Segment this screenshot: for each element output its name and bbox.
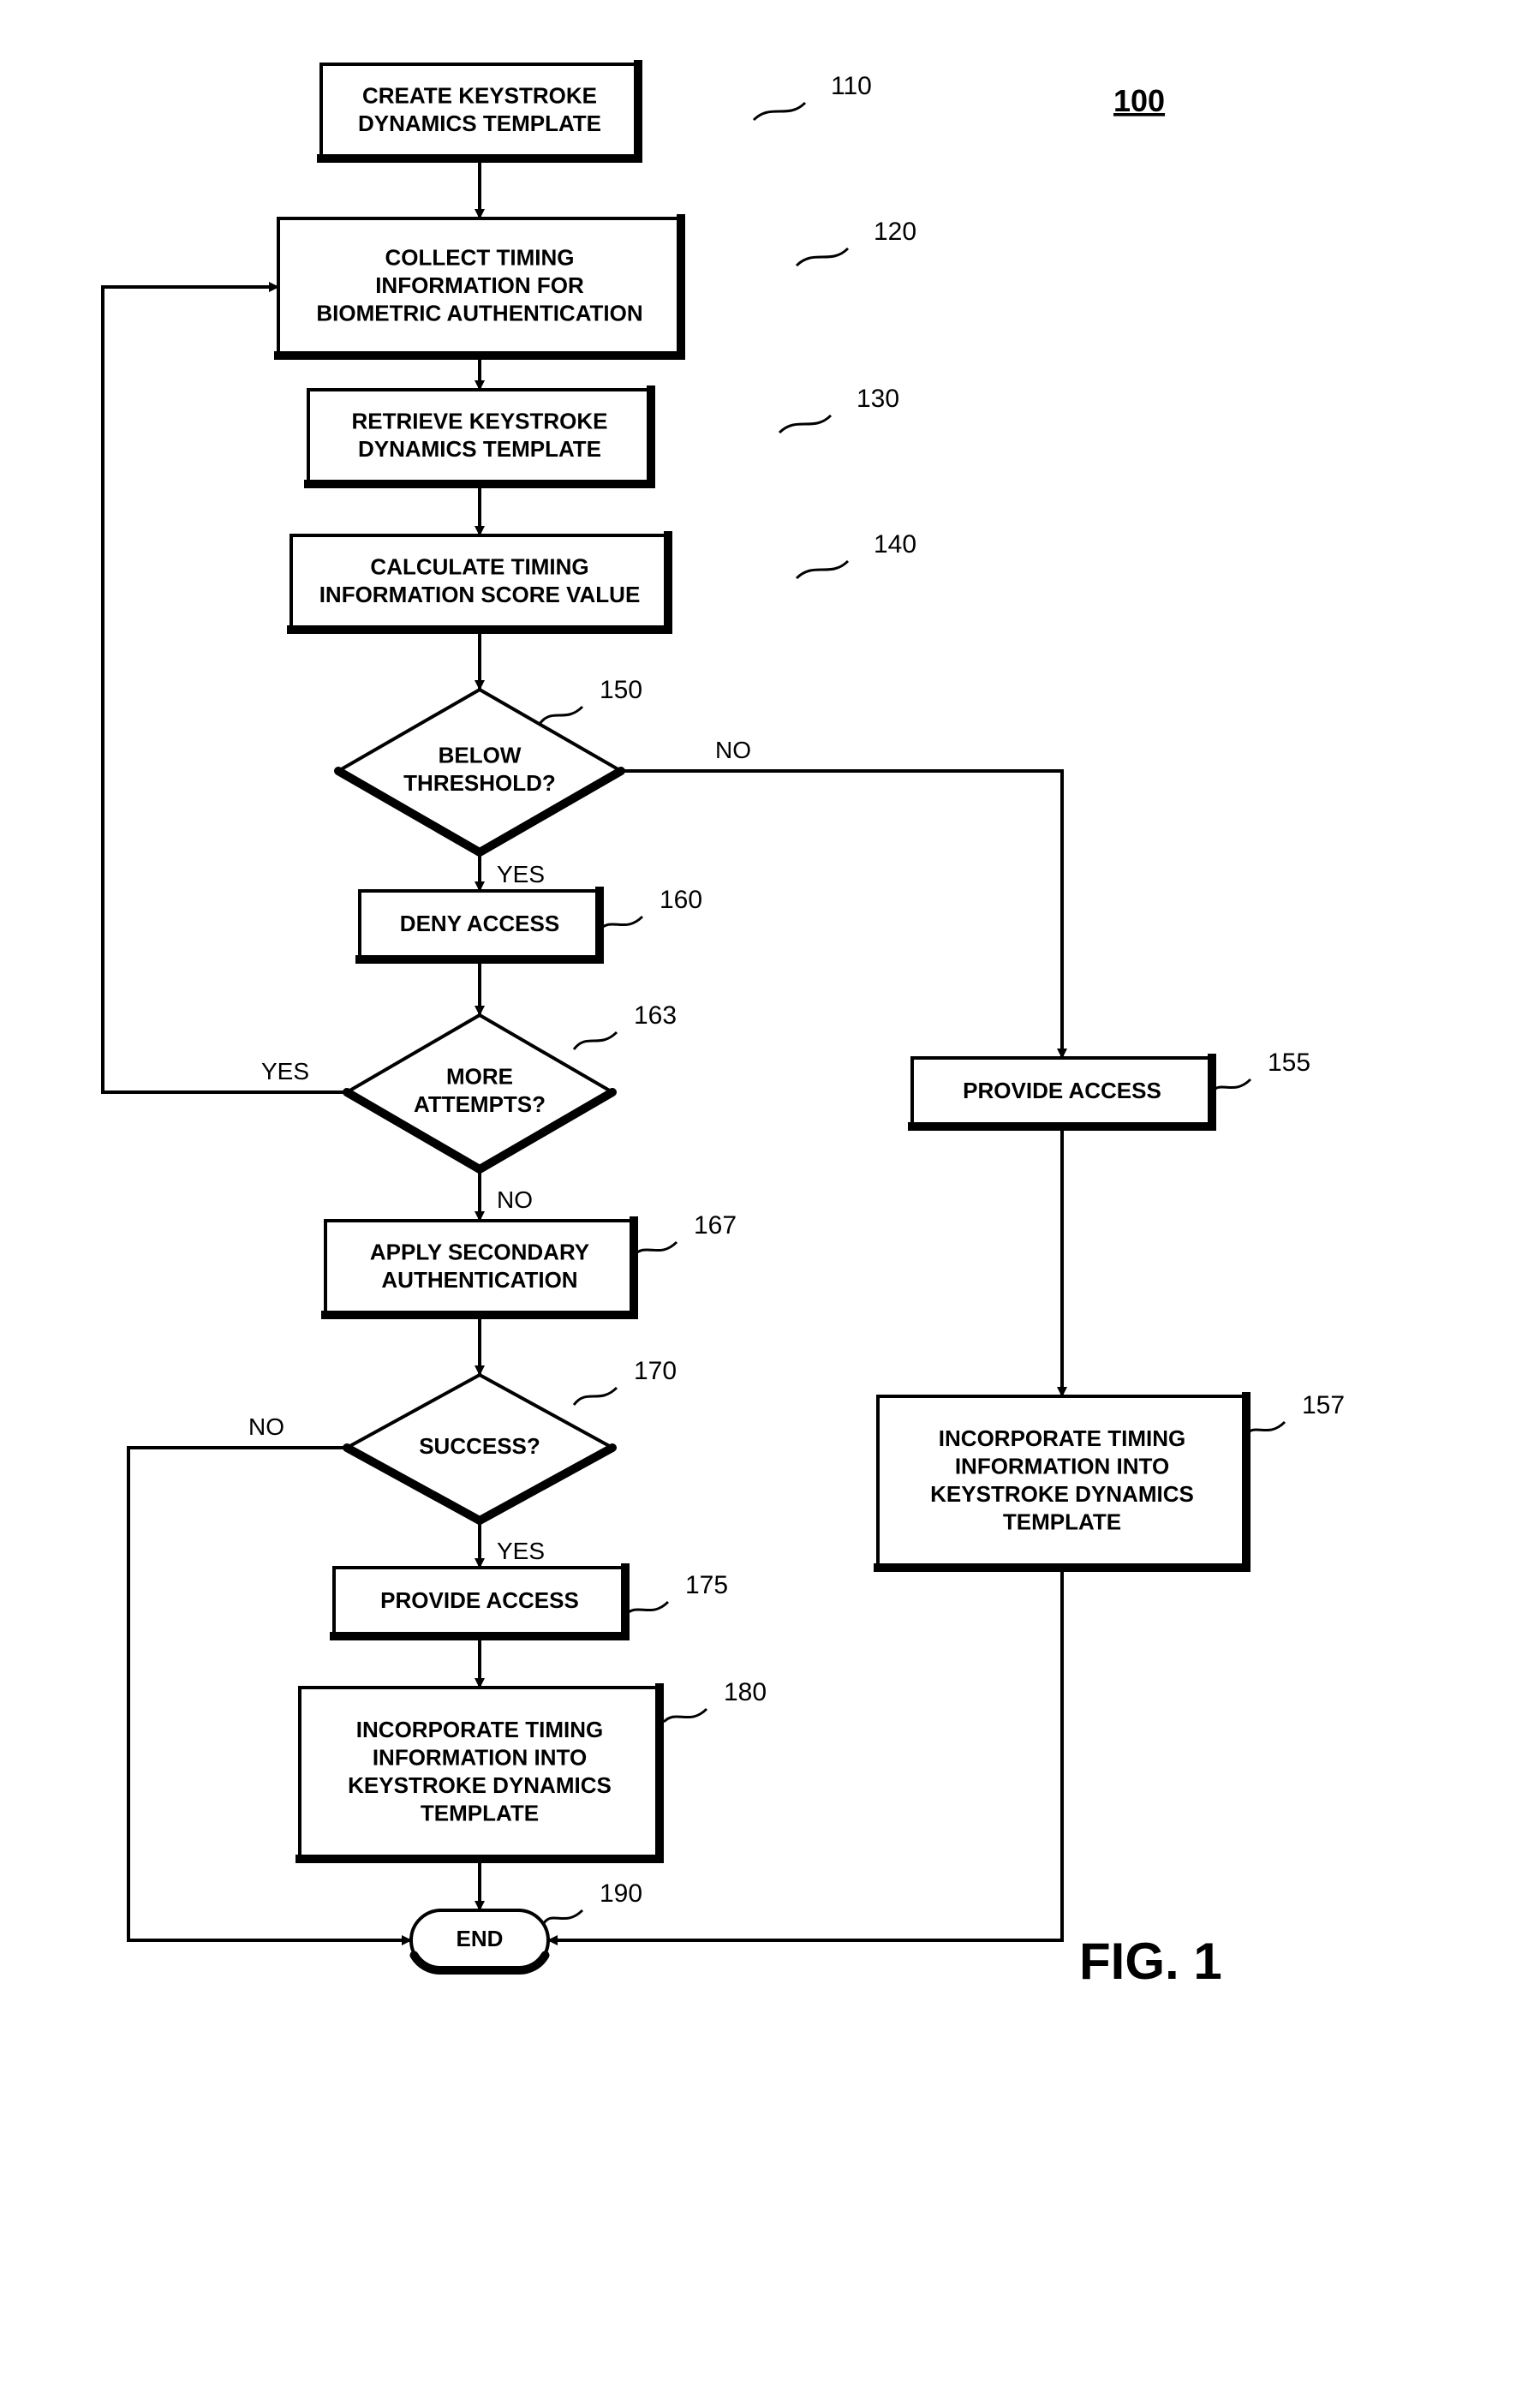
edge-label: YES xyxy=(497,1538,545,1564)
node-n170: SUCCESS? xyxy=(347,1375,612,1521)
edge-label: YES xyxy=(497,861,545,887)
edge-label: NO xyxy=(497,1186,533,1213)
node-text: AUTHENTICATION xyxy=(381,1267,577,1293)
node-text: KEYSTROKE DYNAMICS xyxy=(930,1481,1194,1507)
node-label-n157: 157 xyxy=(1302,1391,1345,1419)
node-n110: CREATE KEYSTROKEDYNAMICS TEMPLATE xyxy=(321,64,638,158)
node-text: DENY ACCESS xyxy=(400,911,559,936)
label-tick xyxy=(600,917,642,929)
node-label-n120: 120 xyxy=(874,218,916,246)
node-n120: COLLECT TIMINGINFORMATION FORBIOMETRIC A… xyxy=(278,218,681,356)
node-label-n163: 163 xyxy=(634,1001,677,1030)
label-tick xyxy=(540,707,582,724)
label-tick xyxy=(574,1388,617,1405)
flowchart-figure: YESNOYESNOYESNO CREATE KEYSTROKEDYNAMICS… xyxy=(0,0,1540,2390)
edge-label: NO xyxy=(248,1413,284,1440)
node-label-n170: 170 xyxy=(634,1357,677,1385)
node-text: BIOMETRIC AUTHENTICATION xyxy=(316,300,642,326)
node-label-n110: 110 xyxy=(831,72,872,100)
label-tick xyxy=(544,1910,582,1923)
node-label-n167: 167 xyxy=(694,1211,737,1240)
label-tick xyxy=(634,1242,677,1255)
node-label-n190: 190 xyxy=(600,1879,642,1908)
node-text: MORE xyxy=(446,1064,513,1090)
edge-label: YES xyxy=(261,1058,309,1084)
node-label-n160: 160 xyxy=(660,886,702,914)
edge-5 xyxy=(621,771,1062,1058)
node-text: INCORPORATE TIMING xyxy=(356,1717,603,1742)
label-tick xyxy=(797,561,848,578)
node-text: KEYSTROKE DYNAMICS xyxy=(348,1772,612,1798)
node-label-n140: 140 xyxy=(874,530,916,559)
node-n160: DENY ACCESS xyxy=(360,891,600,959)
node-n150: BELOWTHRESHOLD? xyxy=(338,690,621,852)
node-text: PROVIDE ACCESS xyxy=(963,1078,1161,1103)
node-n157: INCORPORATE TIMING INFORMATION INTOKEYSTR… xyxy=(878,1396,1246,1568)
node-text: INFORMATION FOR xyxy=(375,272,584,298)
node-label-n150: 150 xyxy=(600,676,642,704)
label-tick xyxy=(664,1709,707,1722)
node-n175: PROVIDE ACCESS xyxy=(334,1568,625,1636)
figure-caption: FIG. 1 xyxy=(1079,1933,1222,1990)
node-text: INFORMATION SCORE VALUE xyxy=(319,582,641,607)
node-text: TEMPLATE xyxy=(421,1801,539,1826)
node-text: CALCULATE TIMING xyxy=(370,554,588,580)
node-label-n180: 180 xyxy=(724,1678,767,1706)
figure-number-label: 100 xyxy=(1113,83,1165,118)
node-n180: INCORPORATE TIMING INFORMATION INTOKEYSTR… xyxy=(300,1688,660,1859)
label-tick xyxy=(574,1032,617,1049)
label-tick xyxy=(1246,1422,1285,1435)
node-text: DYNAMICS TEMPLATE xyxy=(358,111,601,136)
node-text: ATTEMPTS? xyxy=(414,1091,546,1117)
node-text: INCORPORATE TIMING xyxy=(939,1425,1185,1451)
node-label-n155: 155 xyxy=(1268,1049,1310,1077)
node-n167: APPLY SECONDARYAUTHENTICATION xyxy=(325,1221,634,1315)
node-text: APPLY SECONDARY xyxy=(370,1240,589,1265)
node-text: THRESHOLD? xyxy=(403,770,556,796)
node-text: TEMPLATE xyxy=(1003,1509,1121,1535)
node-text: INFORMATION INTO xyxy=(955,1454,1169,1479)
label-tick xyxy=(797,248,848,266)
node-label-n175: 175 xyxy=(685,1571,728,1599)
node-text: CREATE KEYSTROKE xyxy=(362,83,597,109)
label-tick xyxy=(779,415,831,433)
node-text: COLLECT TIMING xyxy=(385,244,575,270)
node-n155: PROVIDE ACCESS xyxy=(912,1058,1212,1126)
node-text: END xyxy=(457,1926,504,1951)
label-tick xyxy=(625,1602,668,1615)
node-label-n130: 130 xyxy=(857,385,899,413)
node-text: INFORMATION INTO xyxy=(373,1745,587,1771)
node-n190: END xyxy=(411,1910,548,1970)
node-text: PROVIDE ACCESS xyxy=(380,1587,579,1613)
node-text: DYNAMICS TEMPLATE xyxy=(358,436,601,462)
edge-label: NO xyxy=(715,737,751,763)
node-text: BELOW xyxy=(439,743,522,768)
label-tick xyxy=(1212,1079,1251,1092)
node-text: RETRIEVE KEYSTROKE xyxy=(351,409,607,434)
node-n130: RETRIEVE KEYSTROKEDYNAMICS TEMPLATE xyxy=(308,390,651,484)
node-n163: MOREATTEMPTS? xyxy=(347,1015,612,1169)
label-tick xyxy=(754,103,805,120)
node-text: SUCCESS? xyxy=(419,1433,540,1459)
node-n140: CALCULATE TIMINGINFORMATION SCORE VALUE xyxy=(291,535,668,630)
